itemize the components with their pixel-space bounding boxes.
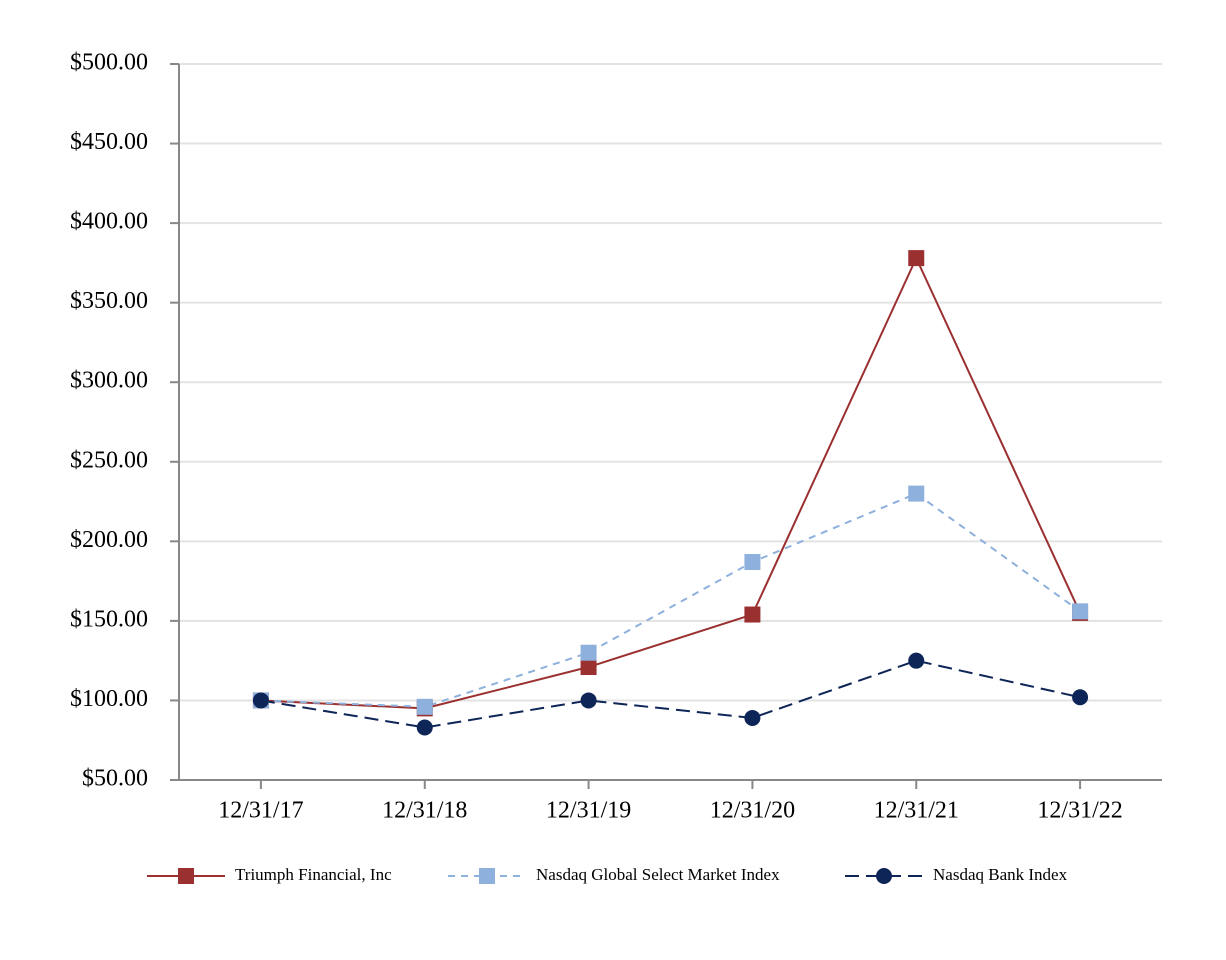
y-tick-label: $300.00 xyxy=(70,368,148,394)
legend-label: Triumph Financial, Inc xyxy=(235,865,392,884)
x-tick-label: 12/31/19 xyxy=(546,798,631,824)
y-tick-label: $450.00 xyxy=(70,129,148,155)
y-tick-label: $200.00 xyxy=(70,527,148,553)
legend-marker xyxy=(876,868,892,884)
data-point xyxy=(744,606,761,623)
y-tick-label: $500.00 xyxy=(70,50,148,76)
x-tick-label: 12/31/22 xyxy=(1037,798,1122,824)
y-tick-label: $150.00 xyxy=(70,606,148,632)
data-point xyxy=(908,485,925,502)
series-line xyxy=(260,659,1081,729)
x-tick-label: 12/31/17 xyxy=(218,798,303,824)
y-tick-label: $350.00 xyxy=(70,288,148,314)
data-point xyxy=(252,692,269,709)
data-point xyxy=(744,709,761,726)
series-line xyxy=(260,492,1081,708)
data-point xyxy=(580,692,597,709)
legend-label: Nasdaq Bank Index xyxy=(933,865,1068,884)
data-point xyxy=(908,652,925,669)
data-point xyxy=(908,250,925,267)
x-tick-label: 12/31/18 xyxy=(382,798,467,824)
data-point xyxy=(1072,689,1089,706)
legend-marker xyxy=(479,868,495,884)
data-point xyxy=(1072,603,1089,620)
x-tick-label: 12/31/21 xyxy=(874,798,959,824)
data-point xyxy=(416,698,433,715)
y-tick-label: $50.00 xyxy=(82,766,148,792)
legend-label: Nasdaq Global Select Market Index xyxy=(536,865,780,884)
data-point xyxy=(580,644,597,661)
x-tick-label: 12/31/20 xyxy=(710,798,795,824)
data-point xyxy=(416,719,433,736)
y-tick-label: $250.00 xyxy=(70,447,148,473)
legend-marker xyxy=(178,868,194,884)
y-tick-label: $100.00 xyxy=(70,686,148,712)
data-point xyxy=(580,659,597,676)
y-tick-label: $400.00 xyxy=(70,209,148,235)
series-line xyxy=(260,255,1081,710)
data-point xyxy=(744,554,761,571)
